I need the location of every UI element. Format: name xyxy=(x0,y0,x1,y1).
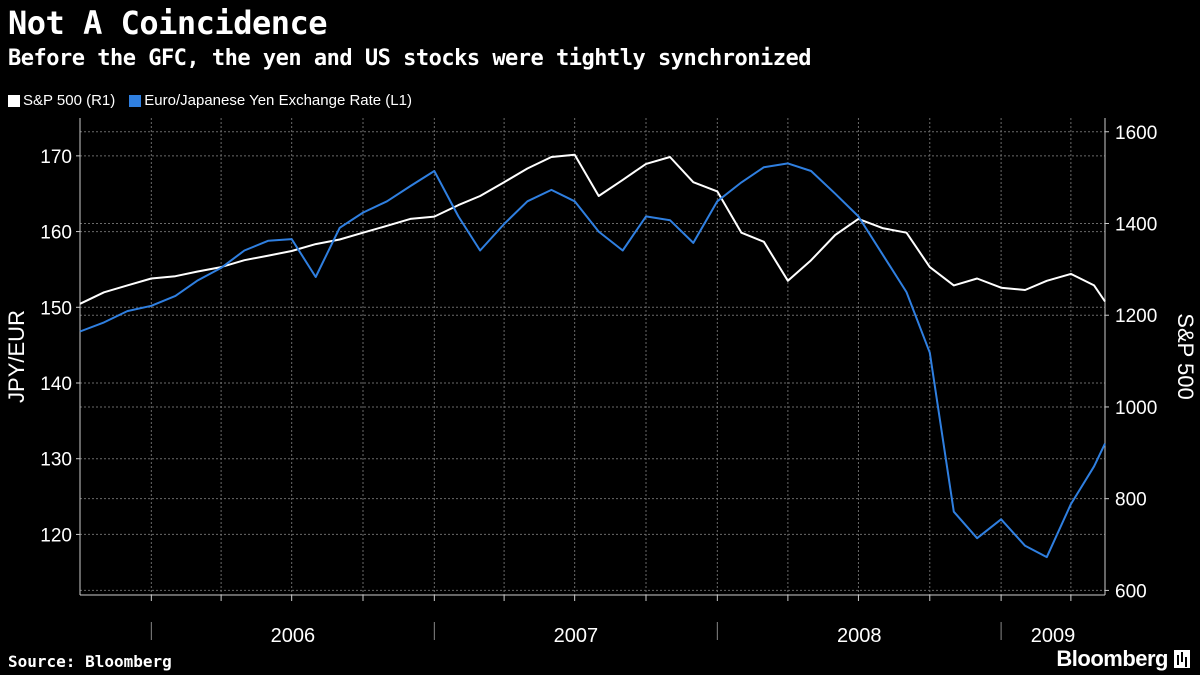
tick-label-left-130: 130 xyxy=(40,450,72,471)
tick-label-right-800: 800 xyxy=(1115,490,1147,511)
series-line-eurjpy xyxy=(79,162,1106,559)
y-axis-title-left: JPY/EUR xyxy=(4,310,29,403)
legend-swatch-eurjpy xyxy=(129,94,142,107)
legend: S&P 500 (R1) Euro/Japanese Yen Exchange … xyxy=(8,92,412,109)
series-line-sp500 xyxy=(79,153,1106,305)
tick-label-left-170: 170 xyxy=(40,147,72,168)
tick-label-right-1400: 1400 xyxy=(1115,214,1157,235)
year-label-2009: 2009 xyxy=(1031,625,1076,647)
tick-label-left-150: 150 xyxy=(40,298,72,319)
bloomberg-wordmark: Bloomberg xyxy=(1056,646,1168,671)
chart-subtitle: Before the GFC, the yen and US stocks we… xyxy=(8,46,811,71)
tick-label-left-120: 120 xyxy=(40,525,72,546)
tick-label-right-1000: 1000 xyxy=(1115,398,1157,419)
tick-label-right-600: 600 xyxy=(1115,581,1147,602)
y-axis-title-right: S&P 500 xyxy=(1173,313,1198,399)
legend-label-sp500: S&P 500 (R1) xyxy=(23,92,116,109)
legend-item-eurjpy: Euro/Japanese Yen Exchange Rate (L1) xyxy=(129,92,412,109)
bloomberg-logo: Bloomberg xyxy=(1056,646,1190,672)
tick-label-left-160: 160 xyxy=(40,223,72,244)
tick-label-right-1200: 1200 xyxy=(1115,306,1157,327)
source-note: Source: Bloomberg xyxy=(8,652,172,671)
legend-swatch-sp500 xyxy=(8,94,20,107)
chart-title: Not A Coincidence xyxy=(8,4,328,42)
legend-label-eurjpy: Euro/Japanese Yen Exchange Rate (L1) xyxy=(144,92,412,109)
year-label-2006: 2006 xyxy=(271,625,316,647)
bloomberg-bars-icon xyxy=(1174,650,1190,668)
legend-item-sp500: S&P 500 (R1) xyxy=(8,92,115,109)
tick-label-left-140: 140 xyxy=(40,374,72,395)
year-label-2008: 2008 xyxy=(837,625,882,647)
tick-label-right-1600: 1600 xyxy=(1115,123,1157,144)
year-label-2007: 2007 xyxy=(554,625,599,647)
